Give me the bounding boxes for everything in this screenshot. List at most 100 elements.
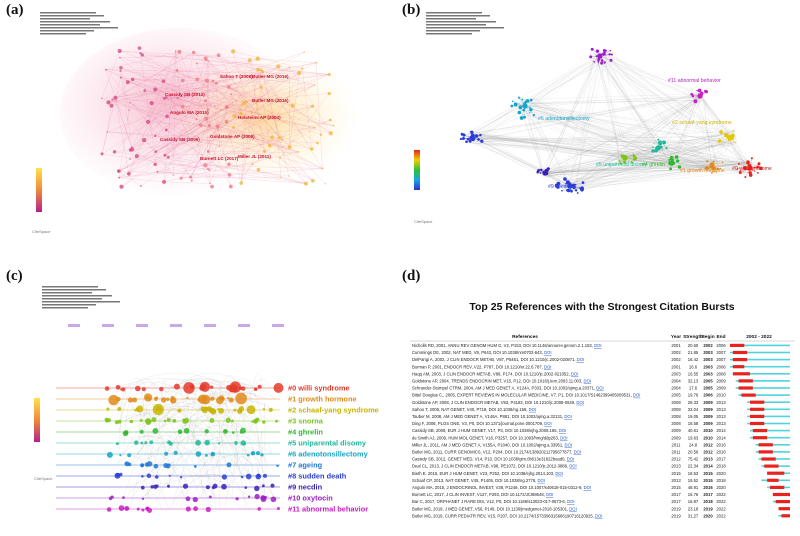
doi-link[interactable]: DOI bbox=[544, 364, 551, 369]
network-node bbox=[724, 133, 729, 138]
doi-link[interactable]: DOI bbox=[569, 506, 576, 511]
burst-begin: 2003 bbox=[703, 350, 713, 355]
timeline-node bbox=[141, 497, 145, 500]
doi-link[interactable]: DOI bbox=[594, 343, 601, 348]
doi-link[interactable]: DOI bbox=[584, 485, 591, 490]
burst-row: Cassidy SB, 2009, EUR J HUM GENET, V17, … bbox=[412, 428, 790, 433]
doi-link[interactable]: DOI bbox=[555, 471, 562, 476]
network-node bbox=[215, 124, 220, 129]
network-node bbox=[327, 91, 331, 96]
doi-link[interactable]: DOI bbox=[537, 478, 544, 483]
doi-link[interactable]: DOI bbox=[567, 457, 574, 462]
burst-active-bar bbox=[730, 343, 745, 347]
network-node bbox=[129, 102, 131, 104]
network-node bbox=[566, 188, 571, 193]
timeline-node bbox=[221, 483, 227, 490]
network-node bbox=[556, 181, 561, 186]
timeline-node bbox=[152, 427, 159, 434]
doi-link[interactable]: DOI bbox=[577, 357, 584, 362]
network-node bbox=[227, 162, 231, 167]
burst-reference: Goldstone AP, 2004, TRENDS ENDOCRIN MET,… bbox=[412, 379, 591, 384]
burst-end: 2010 bbox=[716, 393, 726, 398]
network-node bbox=[665, 146, 668, 150]
panel-b-cluster-labels: #11 abnormal behavior #6 adenotonsillect… bbox=[538, 78, 772, 190]
burst-strength: 22.34 bbox=[688, 464, 699, 469]
doi-link[interactable]: DOI bbox=[595, 513, 602, 518]
doi-link[interactable]: DOI bbox=[584, 379, 591, 384]
burst-active-bar bbox=[750, 421, 765, 426]
burst-end: 2020 bbox=[716, 471, 726, 476]
network-node bbox=[244, 100, 248, 104]
doi-link[interactable]: DOI bbox=[560, 435, 567, 440]
timeline-node bbox=[251, 420, 254, 423]
network-node bbox=[523, 115, 526, 119]
timeline-node bbox=[256, 473, 261, 478]
burst-reference: Butler MG, 2019, CURR PEDIATR REV, V15, … bbox=[412, 513, 602, 518]
doi-link[interactable]: DOI bbox=[544, 421, 551, 426]
timeline-node bbox=[106, 407, 110, 411]
doi-link[interactable]: DOI bbox=[574, 450, 581, 455]
timeline-node bbox=[172, 419, 177, 423]
network-node bbox=[600, 59, 604, 62]
burst-year: 2012 bbox=[671, 457, 681, 462]
network-node bbox=[165, 114, 169, 119]
burst-reference: Haqq AM, 2003, J CLIN ENDOCR METAB, V88,… bbox=[412, 371, 578, 376]
doi-link[interactable]: DOI bbox=[564, 414, 571, 419]
network-node bbox=[143, 89, 146, 92]
cluster-hub-node bbox=[727, 135, 733, 141]
network-node bbox=[175, 68, 179, 72]
doi-link[interactable]: DOI bbox=[633, 393, 640, 398]
burst-row: Angulo MA, 2015, J ENDOCRINOL INVEST, V3… bbox=[412, 485, 790, 490]
network-node bbox=[633, 156, 638, 160]
burst-reference: Butler MG, 2011, CURR GENOMICS, V12, P20… bbox=[412, 450, 581, 455]
timeline-node bbox=[164, 451, 169, 456]
network-node bbox=[539, 172, 542, 174]
header-end: End bbox=[716, 334, 725, 340]
burst-end: 2013 bbox=[716, 400, 726, 405]
burst-strength: 17.6 bbox=[689, 386, 698, 391]
doi-link[interactable]: DOI bbox=[569, 464, 576, 469]
doi-link[interactable]: DOI bbox=[567, 499, 574, 504]
burst-end: 2022 bbox=[716, 499, 726, 504]
burst-timeline-bar bbox=[730, 365, 790, 368]
panel-a-year-colorbar bbox=[36, 168, 42, 212]
year-tick bbox=[238, 324, 250, 327]
timeline-node bbox=[273, 382, 284, 393]
doi-link[interactable]: DOI bbox=[544, 350, 551, 355]
network-node bbox=[469, 130, 472, 133]
burst-reference: Nicholls RD, 2001, ANNU REV GENOM HUM G,… bbox=[412, 343, 602, 348]
network-node bbox=[517, 110, 522, 115]
doi-link[interactable]: DOI bbox=[576, 400, 583, 405]
network-node bbox=[276, 64, 281, 69]
doi-link[interactable]: DOI bbox=[565, 442, 572, 447]
network-node bbox=[610, 53, 613, 56]
burst-active-bar bbox=[752, 429, 768, 433]
network-node bbox=[164, 128, 168, 132]
network-node bbox=[328, 118, 332, 122]
network-node bbox=[119, 184, 124, 189]
doi-link[interactable]: DOI bbox=[546, 492, 553, 497]
burst-row: Haqq AM, 2003, J CLIN ENDOCR METAB, V88,… bbox=[412, 371, 790, 376]
network-node bbox=[154, 150, 158, 153]
doi-link[interactable]: DOI bbox=[596, 386, 603, 391]
network-node bbox=[716, 167, 720, 171]
doi-link[interactable]: DOI bbox=[571, 371, 578, 376]
burst-reference: Burman P, 2001, ENDOCR REV, V22, P787, D… bbox=[412, 364, 551, 369]
burst-strength: 75.42 bbox=[688, 457, 699, 462]
network-node bbox=[310, 178, 315, 183]
network-node bbox=[605, 49, 607, 52]
burst-row: Cummings DE, 2002, NAT MED, V8, P643, DO… bbox=[412, 350, 790, 355]
timeline-node bbox=[145, 418, 151, 424]
timeline-node bbox=[183, 427, 190, 434]
doi-link[interactable]: DOI bbox=[529, 407, 536, 412]
author-label: Butler MG (2019) bbox=[252, 74, 289, 79]
network-node bbox=[166, 155, 170, 159]
timeline-node bbox=[270, 496, 277, 503]
timeline-node bbox=[139, 429, 144, 434]
doi-link[interactable]: DOI bbox=[559, 428, 566, 433]
network-node bbox=[267, 143, 272, 148]
network-node bbox=[459, 137, 463, 141]
network-node bbox=[203, 99, 208, 103]
network-node bbox=[230, 93, 233, 96]
network-node bbox=[203, 56, 208, 61]
